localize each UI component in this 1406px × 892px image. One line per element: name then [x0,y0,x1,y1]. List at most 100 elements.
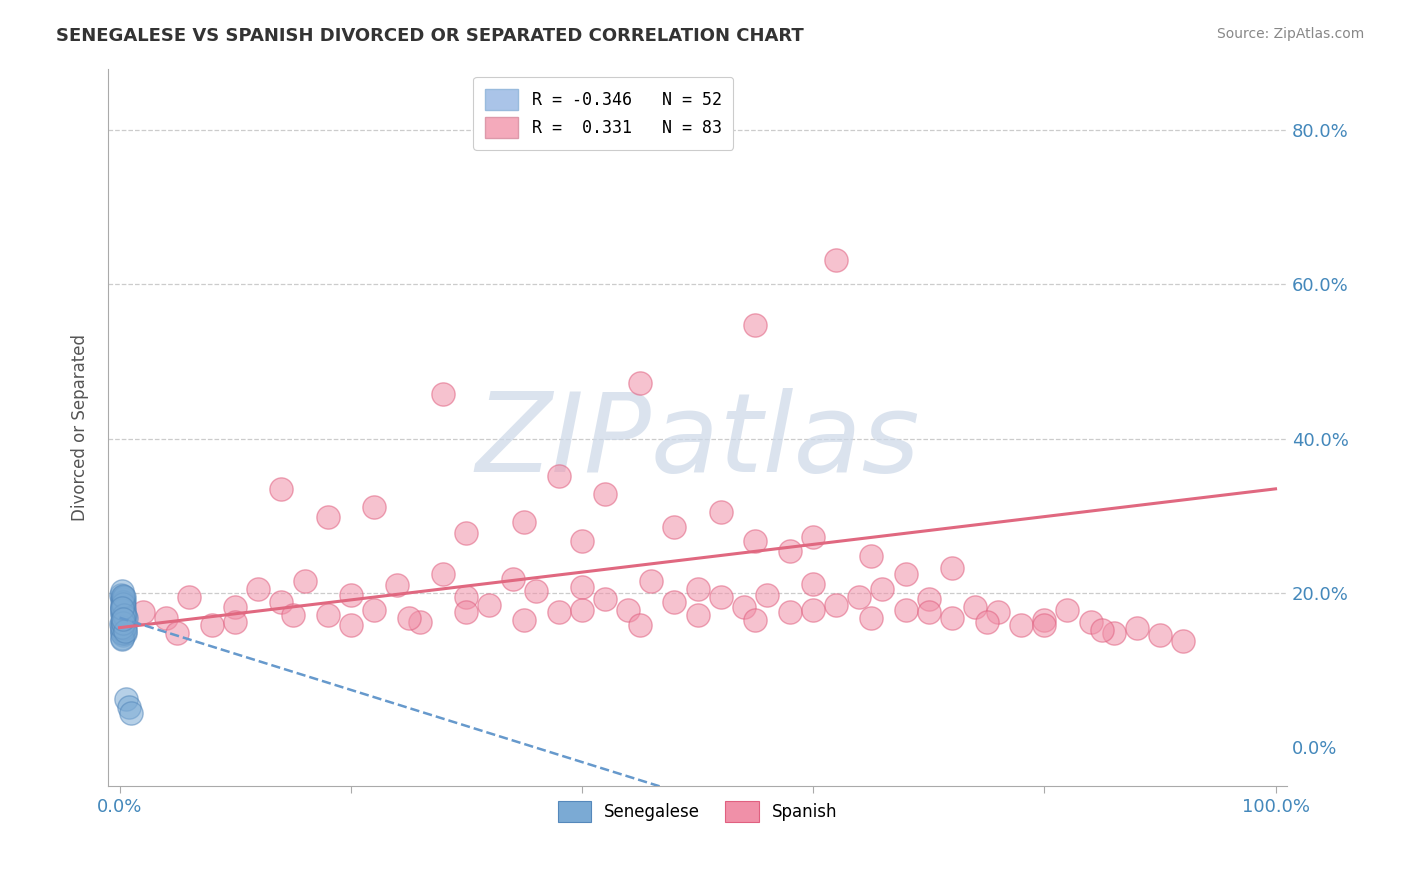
Point [617,603,640,617]
Point [801,576,824,591]
Point [110,587,132,601]
Point [571,603,593,617]
Point [1080,615,1102,630]
Point [111,584,134,599]
Point [316,510,339,524]
Point [112,611,135,625]
Point [941,610,963,624]
Point [118,700,141,714]
Point [755,587,778,601]
Point [112,618,135,632]
Point [270,482,292,496]
Point [987,605,1010,619]
Point [111,615,134,630]
Point [111,590,134,604]
Point [872,582,894,596]
Point [111,621,134,635]
Point [409,615,432,630]
Point [111,607,134,622]
Point [177,590,200,604]
Point [111,618,134,632]
Point [111,607,134,621]
Point [686,607,709,622]
Point [710,505,733,519]
Point [111,589,134,603]
Point [111,593,134,607]
Point [247,582,270,596]
Point [155,610,177,624]
Point [224,615,246,630]
Point [918,605,941,619]
Point [976,615,998,630]
Point [1033,618,1056,632]
Point [111,616,134,631]
Point [111,620,134,634]
Point [513,515,536,529]
Point [1010,618,1032,632]
Point [224,599,246,614]
Point [111,595,134,609]
Point [744,613,766,627]
Point [686,582,709,596]
Point [111,592,134,607]
Point [801,531,824,545]
Point [111,624,134,639]
Point [111,628,134,642]
Point [733,599,755,614]
Point [1149,628,1171,642]
Point [111,600,134,615]
Point [111,632,134,647]
Point [111,598,134,612]
Point [456,605,478,619]
Point [502,572,524,586]
Point [120,706,142,720]
Point [111,623,134,637]
Point [859,610,882,624]
Point [640,574,662,589]
Point [112,595,135,609]
Point [478,598,501,612]
Point [111,599,134,613]
Point [339,587,361,601]
Point [111,626,134,640]
Point [848,590,870,604]
Point [112,613,135,627]
Point [339,618,361,632]
Point [571,580,593,594]
Point [114,626,136,640]
Point [294,574,316,589]
Point [456,590,478,604]
Point [710,590,733,604]
Point [628,618,651,632]
Point [779,543,801,558]
Point [111,599,134,614]
Point [1033,613,1056,627]
Point [112,601,135,615]
Point [115,610,138,624]
Text: SENEGALESE VS SPANISH DIVORCED OR SEPARATED CORRELATION CHART: SENEGALESE VS SPANISH DIVORCED OR SEPARA… [56,27,804,45]
Point [166,626,188,640]
Point [131,605,153,619]
Point [456,525,478,540]
Point [593,592,616,607]
Point [825,598,848,612]
Point [281,607,304,622]
Point [1171,633,1194,648]
Point [114,609,136,624]
Text: Source: ZipAtlas.com: Source: ZipAtlas.com [1216,27,1364,41]
Point [316,607,339,622]
Point [547,605,569,619]
Point [859,549,882,563]
Point [524,584,547,599]
Point [432,566,454,581]
Point [112,621,135,635]
Point [111,615,134,630]
Point [664,595,686,609]
Point [111,603,134,617]
Point [111,599,134,614]
Point [1091,623,1114,637]
Point [801,603,824,617]
Point [398,610,420,624]
Point [744,318,766,332]
Point [111,597,134,611]
